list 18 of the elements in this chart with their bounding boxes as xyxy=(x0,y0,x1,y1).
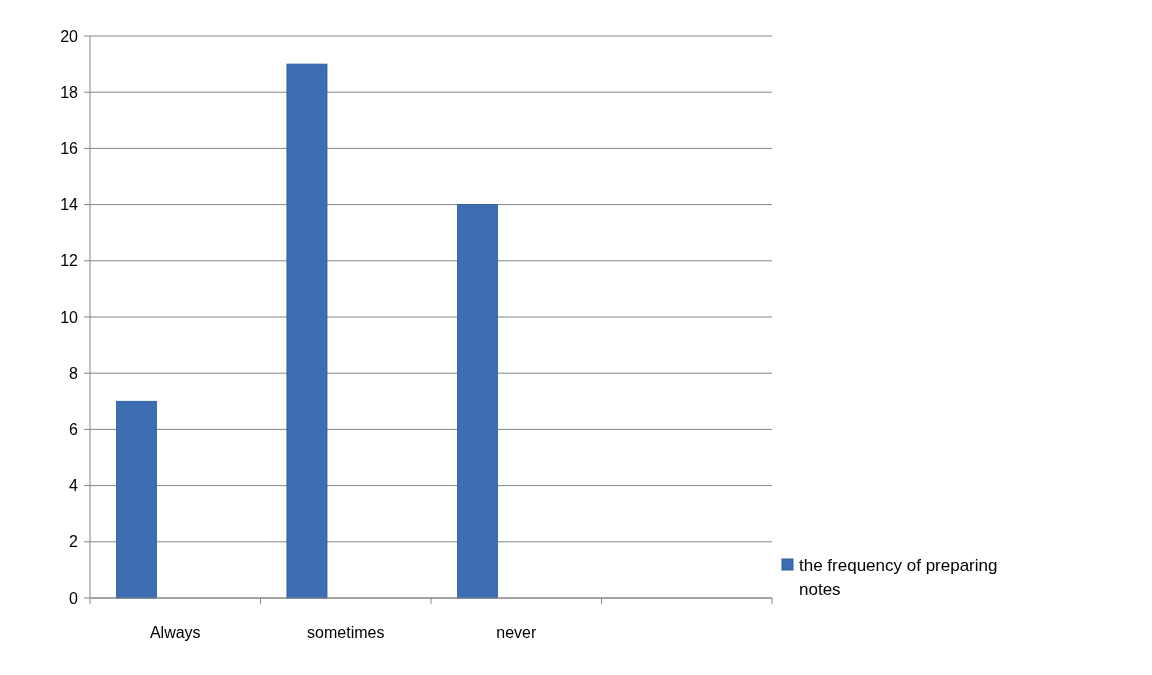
x-tick-label: never xyxy=(496,624,537,641)
x-tick-label: sometimes xyxy=(307,624,385,641)
y-tick-label: 0 xyxy=(69,589,79,607)
y-tick-label: 16 xyxy=(60,140,79,157)
y-tick-label: 2 xyxy=(69,533,79,551)
x-tick-label: Always xyxy=(149,624,201,641)
y-tick-label: 18 xyxy=(60,83,79,101)
y-tick-label: 8 xyxy=(69,364,79,382)
legend-label: the frequency of preparing notes xyxy=(799,555,998,599)
bar xyxy=(286,63,328,599)
y-tick-label: 4 xyxy=(69,477,79,495)
y-tick-label: 10 xyxy=(60,308,79,326)
y-tick-label: 20 xyxy=(60,27,79,45)
y-tick-label: 6 xyxy=(69,421,79,438)
bar xyxy=(457,204,498,599)
y-tick-label: 12 xyxy=(60,252,79,270)
bar xyxy=(116,400,157,599)
y-tick-label: 14 xyxy=(60,196,79,214)
